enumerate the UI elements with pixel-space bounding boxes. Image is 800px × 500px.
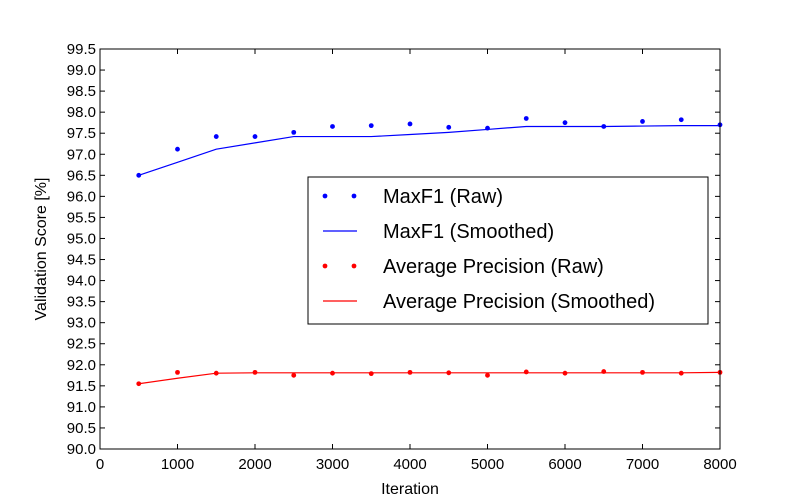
- data-point-average-precision-raw: [368, 371, 374, 377]
- axis-ticks: 0 1000 2000 3000 4000 5000 6000 7000 8000 90.0 90.…: [67, 41, 737, 473]
- y-tick-label: 90.0: [67, 441, 96, 458]
- data-point-average-precision-raw: [291, 372, 297, 378]
- x-tick-label: 1000: [161, 456, 194, 473]
- x-axis-title: Iteration: [381, 481, 439, 498]
- legend-swatch-maxf1-raw: [322, 193, 328, 199]
- data-point-average-precision-raw: [523, 369, 529, 375]
- y-tick-label: 94.0: [67, 273, 96, 290]
- data-point-maxf1-raw: [368, 123, 374, 129]
- series-line-maxf1-smoothed: [138, 125, 720, 176]
- legend-swatch-average-precision-raw: [322, 263, 328, 269]
- y-tick-label: 98.5: [67, 83, 96, 100]
- data-point-maxf1-raw: [407, 121, 413, 127]
- y-axis-title: Validation Score [%]: [33, 178, 50, 321]
- y-tick-label: 99.0: [67, 62, 96, 79]
- y-tick-label: 92.5: [67, 336, 96, 353]
- y-tick-label: 97.0: [67, 146, 96, 163]
- series-line-average-precision-smoothed: [138, 371, 721, 385]
- y-tick-label: 97.5: [67, 125, 96, 142]
- x-tick-label: 7000: [626, 456, 659, 473]
- y-tick-label: 90.5: [67, 420, 96, 437]
- legend-box: [307, 176, 709, 325]
- y-tick-label: 96.5: [67, 167, 96, 184]
- data-point-maxf1-raw: [330, 124, 335, 129]
- y-tick-label: 94.5: [67, 252, 96, 269]
- data-point-maxf1-raw: [252, 134, 258, 139]
- data-point-maxf1-raw: [291, 129, 297, 135]
- data-point-average-precision-raw: [485, 372, 490, 378]
- data-point-maxf1-raw: [446, 124, 452, 130]
- legend-swatch-maxf1-raw: [351, 193, 357, 199]
- data-point-maxf1-raw: [640, 119, 645, 124]
- y-tick-label: 96.0: [67, 188, 96, 205]
- y-tick-label: 93.5: [67, 294, 96, 311]
- x-tick-label: 8000: [703, 456, 736, 473]
- legend-label-average-precision-smoothed: Average Precision (Smoothed): [383, 291, 655, 313]
- y-tick-label: 99.5: [67, 41, 96, 58]
- legend-label-maxf1-smoothed: MaxF1 (Smoothed): [383, 221, 554, 243]
- y-tick-label: 92.0: [67, 357, 96, 374]
- y-tick-label: 95.0: [67, 230, 96, 247]
- data-point-maxf1-raw: [175, 146, 180, 152]
- data-point-maxf1-raw: [678, 117, 684, 123]
- legend-swatch-average-precision-raw: [351, 263, 357, 269]
- y-tick-label: 91.0: [67, 399, 96, 416]
- y-tick-label: 93.0: [67, 315, 96, 332]
- data-point-maxf1-raw: [562, 120, 568, 126]
- x-tick-label: 6000: [548, 456, 581, 473]
- y-tick-label: 98.0: [67, 104, 96, 121]
- chart-marks: [136, 116, 723, 387]
- legend: MaxF1 (Raw) MaxF1 (Smoothed) Average Preci…: [307, 176, 709, 325]
- x-tick-label: 2000: [238, 456, 271, 473]
- legend-label-maxf1-raw: MaxF1 (Raw): [383, 186, 503, 208]
- y-tick-label: 95.5: [67, 209, 96, 226]
- data-point-maxf1-raw: [523, 116, 529, 121]
- x-tick-label: 0: [96, 456, 104, 473]
- data-point-maxf1-raw: [213, 134, 219, 139]
- y-tick-label: 91.5: [67, 378, 96, 395]
- x-tick-label: 3000: [316, 456, 349, 473]
- data-point-average-precision-raw: [175, 369, 180, 375]
- legend-label-average-precision-raw: Average Precision (Raw): [383, 256, 604, 278]
- x-tick-label: 5000: [471, 456, 504, 473]
- x-tick-label: 4000: [393, 456, 426, 473]
